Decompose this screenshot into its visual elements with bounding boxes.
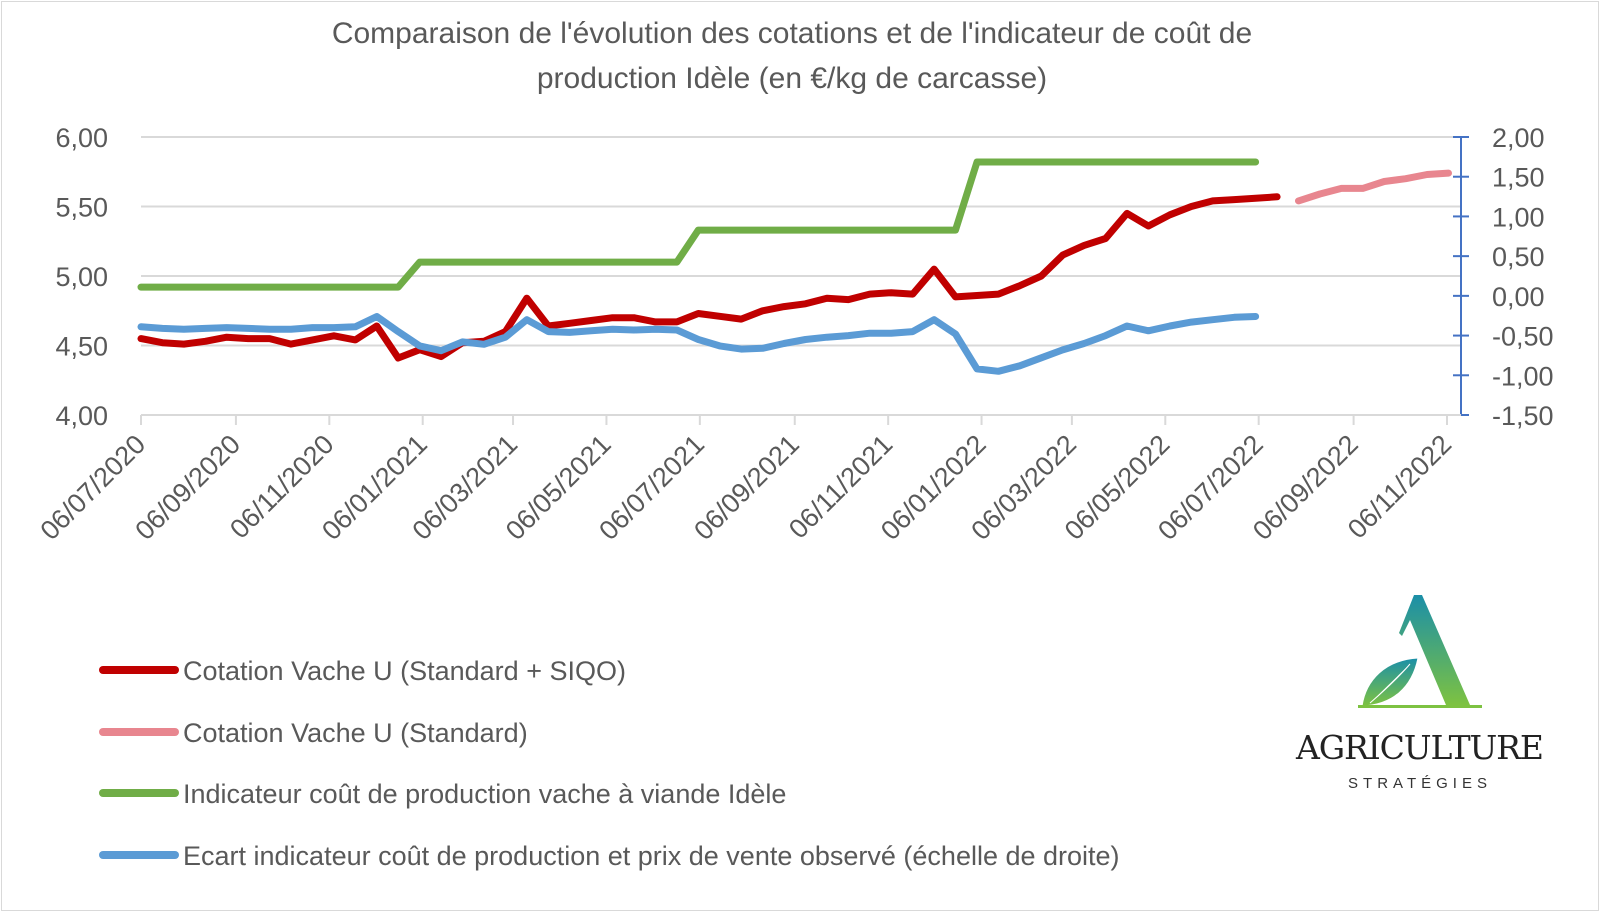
series-line-1 bbox=[137, 193, 1281, 362]
right-y-axis: 2,00 1,50 1,00 0,50 0,00 -0,50 -1,00 -1,50 bbox=[1453, 123, 1554, 431]
right-y-tick-label: 1,00 bbox=[1492, 202, 1545, 232]
series-line-2 bbox=[1295, 169, 1452, 205]
right-y-tick-label: 2,00 bbox=[1492, 123, 1545, 153]
right-y-tick-label: 0,00 bbox=[1492, 282, 1545, 312]
legend-item: Cotation Vache U (Standard) bbox=[99, 718, 528, 748]
left-y-tick-label: 5,00 bbox=[55, 262, 108, 292]
legend-item: Ecart indicateur coût de production et p… bbox=[99, 841, 1120, 871]
chart-title-line-2: production Idèle (en €/kg de carcasse) bbox=[537, 62, 1047, 95]
legend-label: Ecart indicateur coût de production et p… bbox=[183, 841, 1120, 871]
logo-tagline: STRATÉGIES bbox=[1348, 775, 1492, 792]
left-y-tick-label: 6,00 bbox=[55, 123, 108, 153]
chart-title-line-1: Comparaison de l'évolution des cotations… bbox=[332, 17, 1252, 50]
legend-label: Cotation Vache U (Standard) bbox=[183, 718, 528, 748]
series-lines bbox=[137, 158, 1452, 375]
right-y-tick-label: -1,50 bbox=[1492, 401, 1554, 431]
right-y-tick-label: 0,50 bbox=[1492, 242, 1545, 272]
left-y-tick-label: 4,00 bbox=[55, 401, 108, 431]
left-y-axis: 6,00 5,50 5,00 4,50 4,00 bbox=[55, 123, 108, 431]
legend-item: Indicateur coût de production vache à vi… bbox=[99, 779, 786, 809]
logo-baseline bbox=[1358, 705, 1482, 708]
series-line-4 bbox=[137, 313, 1260, 375]
agriculture-strategies-logo: AGRICULTURE STRATÉGIES bbox=[1295, 595, 1544, 792]
series-line-3 bbox=[137, 158, 1260, 291]
legend-item: Cotation Vache U (Standard + SIQO) bbox=[99, 656, 626, 686]
left-y-tick-label: 5,50 bbox=[55, 193, 108, 223]
right-y-tick-label: 1,50 bbox=[1492, 163, 1545, 193]
logo-leaf-icon bbox=[1361, 657, 1419, 707]
right-y-tick-label: -1,00 bbox=[1492, 361, 1554, 391]
logo-name: AGRICULTURE bbox=[1295, 728, 1544, 767]
x-axis: 06/07/202006/09/202006/11/202006/01/2021… bbox=[34, 414, 1461, 546]
left-y-tick-label: 4,50 bbox=[55, 332, 108, 362]
right-y-tick-label: -0,50 bbox=[1492, 322, 1554, 352]
logo-a-glyph bbox=[1399, 595, 1470, 705]
gridlines bbox=[141, 136, 1461, 347]
legend-label: Cotation Vache U (Standard + SIQO) bbox=[183, 656, 626, 686]
legend-label: Indicateur coût de production vache à vi… bbox=[183, 779, 786, 809]
legend: Cotation Vache U (Standard + SIQO) Cotati… bbox=[99, 656, 1120, 871]
